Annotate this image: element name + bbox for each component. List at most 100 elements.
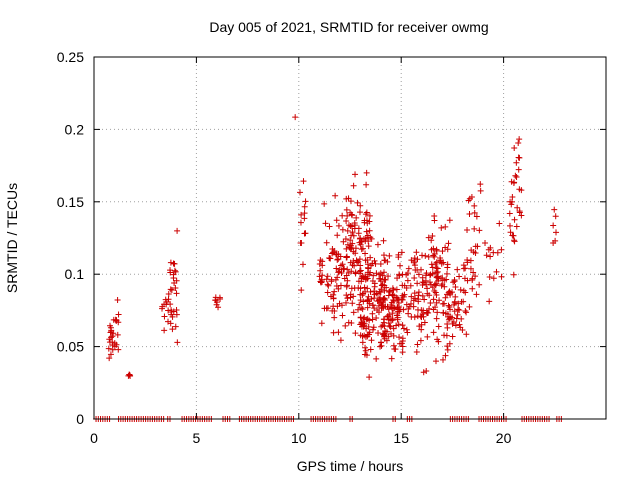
data-point [334, 274, 341, 281]
data-point [420, 279, 427, 286]
data-point [460, 298, 467, 305]
data-point [324, 289, 331, 296]
data-point [493, 268, 500, 275]
data-point [367, 269, 374, 276]
data-point [433, 299, 440, 306]
data-point [399, 343, 406, 350]
data-point [415, 271, 422, 278]
data-point [462, 308, 469, 315]
data-point [421, 296, 428, 303]
data-point [391, 345, 398, 352]
data-point [403, 271, 410, 278]
data-point [384, 313, 391, 320]
data-point [381, 269, 388, 276]
data-point [466, 303, 473, 310]
data-point [363, 228, 370, 235]
data-point [437, 275, 444, 282]
data-point [390, 332, 397, 339]
data-point [302, 198, 309, 205]
data-point [404, 329, 411, 336]
x-tick-label: 0 [90, 430, 98, 446]
data-point [420, 307, 427, 314]
y-tick-label: 0.05 [57, 339, 84, 355]
data-point [515, 154, 522, 161]
data-point [359, 339, 366, 346]
data-point [426, 292, 433, 299]
data-point [440, 309, 447, 316]
data-point [438, 282, 445, 289]
data-point [341, 265, 348, 272]
data-point [439, 248, 446, 255]
data-point [373, 315, 380, 322]
data-point [442, 223, 449, 230]
data-point [319, 278, 326, 285]
data-point [390, 297, 397, 304]
grid-lines [94, 57, 606, 419]
data-point [356, 209, 363, 216]
data-point [343, 292, 350, 299]
data-point [347, 259, 354, 266]
data-point [344, 277, 351, 284]
data-point [387, 323, 394, 330]
data-point [343, 253, 350, 260]
data-point [451, 277, 458, 284]
data-point [431, 287, 438, 294]
data-point [399, 322, 406, 329]
data-point [433, 315, 440, 322]
data-point [383, 328, 390, 335]
data-point [429, 232, 436, 239]
data-point [385, 273, 392, 280]
data-point [451, 299, 458, 306]
data-point [301, 230, 308, 237]
data-point [405, 265, 412, 272]
data-point [355, 258, 362, 265]
data-point [396, 334, 403, 341]
data-point [382, 257, 389, 264]
data-point [299, 261, 306, 268]
data-point [365, 238, 372, 245]
data-point [486, 298, 493, 305]
data-point [515, 166, 522, 173]
data-point [352, 171, 359, 178]
data-point [433, 246, 440, 253]
data-point [360, 323, 367, 330]
data-point [110, 316, 117, 323]
data-point [171, 280, 178, 287]
x-tick-label: 10 [291, 430, 307, 446]
data-point [490, 275, 497, 282]
data-point [423, 309, 430, 316]
data-point [452, 322, 459, 329]
data-point [427, 271, 434, 278]
data-point [331, 288, 338, 295]
data-point [390, 325, 397, 332]
data-point [300, 178, 307, 185]
data-point [482, 239, 489, 246]
data-point [377, 294, 384, 301]
data-point [435, 275, 442, 282]
data-point [396, 340, 403, 347]
data-point [395, 300, 402, 307]
data-point [339, 261, 346, 268]
data-point [510, 232, 517, 239]
data-point [442, 294, 449, 301]
plot-frame [93, 56, 607, 420]
data-point [322, 220, 329, 227]
data-point [437, 255, 444, 262]
data-point [173, 290, 180, 297]
y-tick-label: 0.25 [57, 49, 84, 65]
data-point [363, 181, 370, 188]
data-point [550, 222, 557, 229]
data-point [415, 298, 422, 305]
data-point [167, 267, 174, 274]
data-point [377, 289, 384, 296]
data-point [167, 301, 174, 308]
data-point [398, 296, 405, 303]
data-point [355, 230, 362, 237]
data-point [357, 241, 364, 248]
data-point [363, 169, 370, 176]
data-point [368, 295, 375, 302]
data-point [398, 249, 405, 256]
data-point [171, 260, 178, 267]
data-point [217, 296, 224, 303]
data-point [173, 306, 180, 313]
